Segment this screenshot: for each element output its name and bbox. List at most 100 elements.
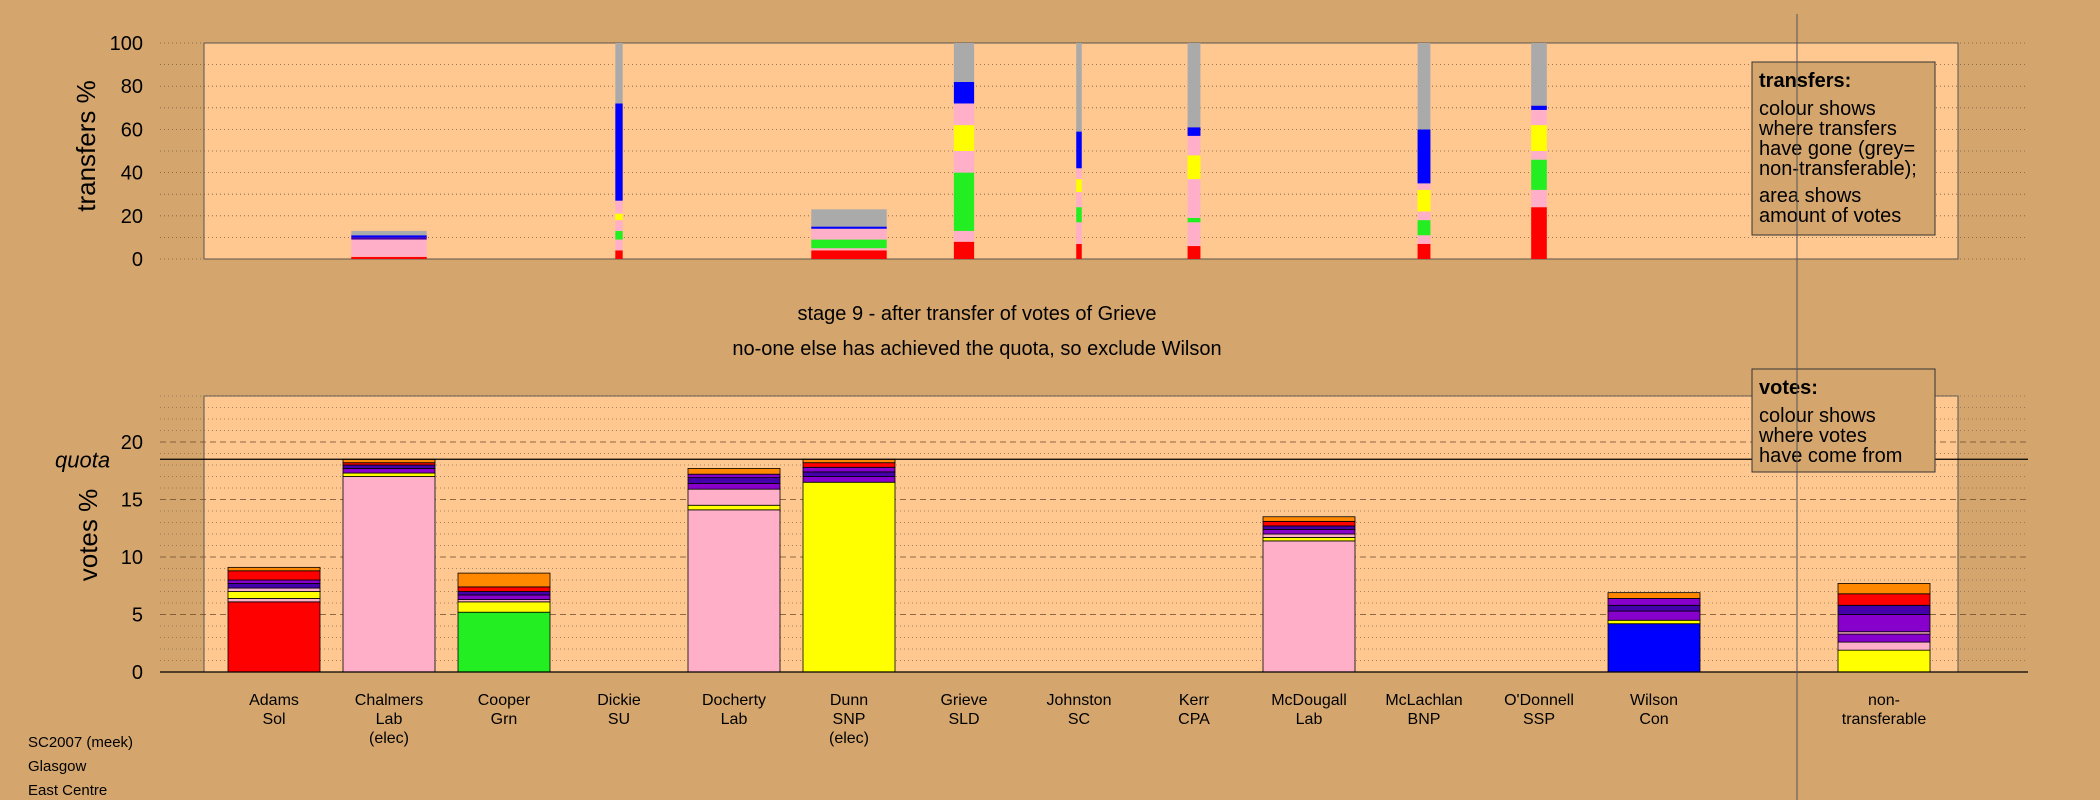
vote-segment-cooper	[457, 594, 551, 600]
transfer-segment-mclachlan	[1417, 211, 1431, 221]
candidate-label: Lab	[721, 711, 748, 728]
transfer-segment-dunn	[811, 226, 887, 229]
transfers-legend-line: have gone (grey=	[1759, 138, 1915, 160]
transfer-segment-mclachlan	[1417, 243, 1431, 259]
votes-y-tick-label: 20	[121, 432, 143, 454]
transfer-segment-mclachlan	[1417, 43, 1431, 130]
candidate-label: O'Donnell	[1504, 692, 1574, 709]
transfer-segment-odonnell	[1531, 151, 1547, 160]
transfer-segment-mclachlan	[1417, 220, 1431, 236]
transfers-legend-line: non-transferable);	[1759, 158, 1917, 180]
candidate-label: Chalmers	[355, 692, 423, 709]
vote-segment-chalmers	[342, 468, 436, 474]
vote-segment-adams	[227, 587, 321, 592]
vote-segment-wilson	[1607, 598, 1701, 606]
transfer-segment-dickie	[615, 250, 623, 259]
transfer-segment-grieve	[953, 81, 975, 104]
vote-segment-docherty	[687, 473, 781, 479]
candidate-label: Wilson	[1630, 692, 1678, 709]
candidate-label: Grieve	[940, 692, 987, 709]
vote-segment-wilson	[1607, 619, 1701, 625]
transfer-segment-chalmers	[351, 239, 427, 257]
candidate-label: Adams	[249, 692, 299, 709]
candidate-label: Docherty	[702, 692, 766, 709]
stage-subtitle: no-one else has achieved the quota, so e…	[732, 338, 1221, 360]
vote-segment-cooper	[457, 611, 551, 673]
candidate-label: Johnston	[1047, 692, 1112, 709]
vote-segment-dunn	[802, 471, 896, 477]
vote-segment-wilson	[1607, 610, 1701, 621]
transfer-segment-johnston	[1076, 222, 1082, 244]
votes-y-tick-label: 0	[132, 662, 143, 684]
transfer-segment-mclachlan	[1417, 129, 1431, 184]
transfer-segment-odonnell	[1531, 109, 1547, 126]
transfer-segment-grieve	[953, 172, 975, 231]
candidate-label: SLD	[948, 711, 979, 728]
transfers-y-tick-label: 20	[121, 206, 143, 228]
transfer-segment-kerr	[1187, 217, 1201, 223]
transfer-segment-odonnell	[1531, 125, 1547, 151]
vote-segment-mcdougall	[1262, 537, 1356, 542]
transfers-y-axis-label: transfers %	[71, 80, 101, 212]
vote-segment-nontransferable	[1837, 604, 1931, 615]
votes-y-ticks: 0 5 10 15 20	[121, 432, 143, 684]
transfer-segment-dickie	[615, 230, 623, 240]
vote-segment-docherty	[687, 468, 781, 475]
transfers-bars	[351, 43, 1547, 259]
transfers-y-tick-label: 80	[121, 76, 143, 98]
transfer-segment-dickie	[615, 239, 623, 251]
transfer-segment-grieve	[953, 151, 975, 173]
transfer-segment-grieve	[953, 103, 975, 126]
transfer-segment-grieve	[953, 230, 975, 242]
votes-bars	[227, 458, 1931, 673]
vote-segment-nontransferable	[1837, 641, 1931, 651]
transfer-segment-johnston	[1076, 192, 1082, 208]
candidate-label: SC	[1068, 711, 1090, 728]
vote-segment-chalmers	[342, 472, 436, 477]
transfer-segment-kerr	[1187, 179, 1201, 218]
transfer-segment-chalmers	[351, 237, 427, 240]
transfer-segment-dunn	[811, 228, 887, 240]
vote-segment-nontransferable	[1837, 649, 1931, 673]
transfers-y-tick-label: 40	[121, 163, 143, 185]
vote-segment-adams	[227, 591, 321, 599]
candidate-label: CPA	[1178, 711, 1210, 728]
vote-segment-cooper	[457, 586, 551, 592]
transfer-segment-dunn	[811, 239, 887, 249]
votes-legend-line: have come from	[1759, 445, 1902, 467]
candidate-label: Sol	[262, 711, 285, 728]
transfer-segment-dickie	[615, 220, 623, 231]
vote-segment-adams	[227, 598, 321, 603]
transfer-segment-johnston	[1076, 243, 1082, 259]
transfer-segment-dickie	[615, 103, 623, 201]
footer-city: Glasgow	[28, 758, 87, 775]
transfers-y-tick-label: 100	[110, 33, 143, 55]
transfer-segment-chalmers	[351, 235, 427, 238]
transfers-legend-title: transfers:	[1759, 70, 1851, 92]
transfers-legend-line: where transfers	[1758, 118, 1897, 140]
vote-segment-adams	[227, 579, 321, 584]
vote-segment-docherty	[687, 482, 781, 490]
vote-segment-mcdougall	[1262, 540, 1356, 673]
transfer-segment-dunn	[811, 250, 887, 259]
transfer-segment-odonnell	[1531, 43, 1547, 106]
vote-segment-docherty	[687, 509, 781, 673]
votes-panel: 0 5 10 15 20 quota votes % votes: colour sho…	[55, 368, 2028, 747]
transfer-segment-kerr	[1187, 222, 1201, 247]
transfer-segment-johnston	[1076, 168, 1082, 180]
vote-segment-nontransferable	[1837, 593, 1931, 606]
candidate-label: Lab	[376, 711, 403, 728]
votes-legend-line: colour shows	[1759, 405, 1876, 427]
transfers-y-tick-label: 0	[132, 249, 143, 271]
transfer-segment-dickie	[615, 43, 623, 104]
vote-segment-nontransferable	[1837, 614, 1931, 633]
vote-segment-chalmers	[342, 464, 436, 469]
vote-segment-mcdougall	[1262, 520, 1356, 527]
votes-legend-line: where votes	[1758, 425, 1867, 447]
vote-segment-dunn	[802, 476, 896, 483]
vote-segment-dunn	[802, 462, 896, 468]
votes-y-tick-label: 5	[132, 605, 143, 627]
transfers-gridlines	[160, 42, 2028, 260]
candidate-label: Cooper	[478, 692, 531, 709]
